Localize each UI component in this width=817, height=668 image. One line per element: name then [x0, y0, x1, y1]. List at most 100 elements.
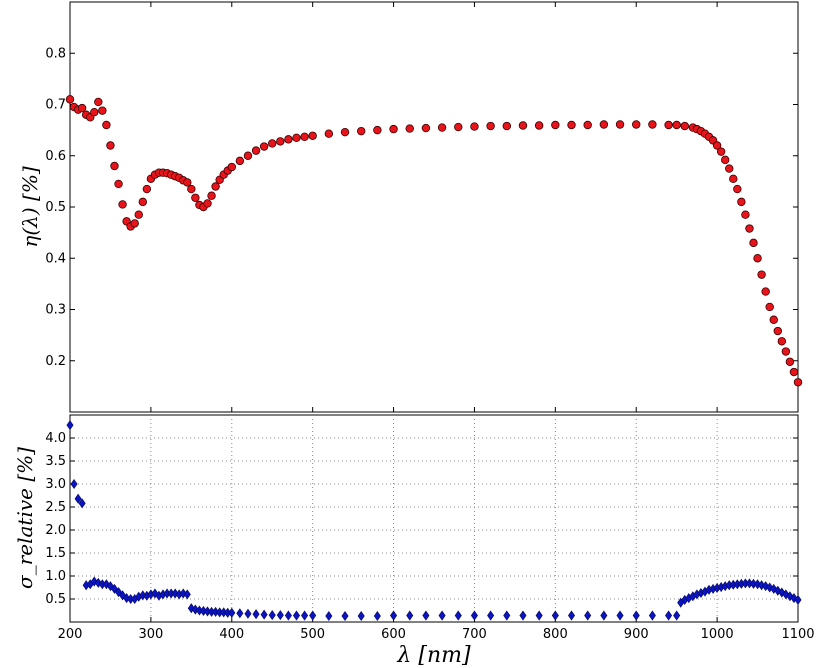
sigma-y-tick-label: 1.0	[45, 569, 66, 584]
efficiency-point	[235, 156, 245, 166]
efficiency-point	[227, 162, 236, 172]
sigma-points	[66, 420, 802, 622]
efficiency-point	[765, 302, 774, 312]
sigma-point	[487, 610, 495, 621]
efficiency-panel: 0.2 0.3 0.4 0.5 0.6 0.7 0.8 η(λ) [%]	[18, 1, 803, 413]
sigma-point	[171, 588, 179, 599]
sigma-y-axis-label: σ_relative [%]	[13, 447, 37, 589]
efficiency-point	[134, 210, 143, 219]
efficiency-point	[130, 219, 139, 228]
sigma-point	[390, 610, 398, 621]
efficiency-point	[793, 378, 803, 387]
sigma-y-tick-label: 2.0	[45, 523, 66, 538]
efficiency-point	[142, 184, 152, 194]
efficiency-plot-frame	[69, 1, 799, 413]
x-tick-label: 400	[219, 627, 244, 642]
efficiency-y-tick-label: 0.7	[45, 98, 66, 113]
sigma-point	[535, 610, 543, 621]
sigma-point	[373, 610, 381, 622]
sigma-point	[551, 610, 559, 621]
efficiency-point	[90, 107, 99, 117]
sigma-point	[183, 589, 191, 600]
efficiency-point	[300, 132, 309, 141]
sigma-point	[301, 610, 309, 621]
sigma-point	[406, 610, 414, 621]
sigma-point	[794, 594, 802, 605]
sigma-y-tick-label: 2.5	[45, 500, 66, 515]
efficiency-point	[308, 131, 317, 140]
efficiency-point	[470, 122, 479, 131]
x-tick-label: 1100	[781, 627, 814, 642]
efficiency-point	[284, 135, 293, 144]
sigma-point	[228, 607, 236, 618]
efficiency-y-tick-label: 0.4	[45, 251, 66, 266]
efficiency-point	[781, 347, 791, 356]
efficiency-point	[773, 326, 782, 336]
efficiency-point	[712, 141, 722, 150]
sigma-point	[70, 478, 78, 490]
efficiency-point	[405, 124, 414, 133]
efficiency-point	[203, 199, 212, 208]
sigma-grid	[70, 415, 798, 622]
sigma-point	[648, 610, 656, 621]
sigma-point	[66, 420, 74, 431]
sigma-point	[268, 610, 276, 621]
efficiency-point	[65, 95, 75, 104]
efficiency-point	[551, 120, 560, 130]
efficiency-point	[77, 103, 87, 113]
sigma-point	[119, 590, 127, 601]
sigma-y-tick-label: 0.5	[45, 592, 66, 607]
sigma-y-tick-label: 1.5	[45, 546, 66, 561]
efficiency-point	[292, 133, 301, 143]
efficiency-point	[251, 146, 261, 155]
efficiency-point	[276, 137, 285, 146]
efficiency-point	[777, 337, 787, 346]
efficiency-point	[716, 147, 726, 156]
sigma-point	[292, 610, 301, 621]
efficiency-point	[268, 139, 277, 148]
efficiency-ticks: 0.2 0.3 0.4 0.5 0.6 0.7 0.8	[45, 2, 799, 412]
efficiency-y-axis-label: η(λ) [%]	[18, 166, 42, 247]
sigma-point	[616, 610, 624, 621]
x-tick-label: 1000	[701, 627, 734, 642]
efficiency-point	[789, 367, 799, 377]
sigma-point	[438, 610, 446, 621]
efficiency-point	[733, 184, 742, 194]
x-tick-label: 200	[58, 627, 83, 642]
sigma-point	[284, 610, 292, 621]
efficiency-point	[114, 179, 123, 189]
efficiency-point	[632, 120, 641, 129]
sigma-point	[632, 610, 640, 621]
efficiency-point	[421, 123, 431, 133]
x-tick-label: 300	[138, 627, 163, 642]
efficiency-point	[454, 122, 463, 132]
efficiency-y-tick-label: 0.5	[45, 200, 66, 215]
sigma-y-tick-label: 3.0	[45, 477, 66, 492]
x-tick-label: 700	[462, 627, 487, 642]
efficiency-point	[118, 200, 127, 209]
sigma-point	[567, 610, 576, 621]
efficiency-point	[785, 357, 795, 366]
sigma-point	[252, 609, 260, 620]
sigma-point	[244, 608, 252, 619]
efficiency-point	[187, 184, 196, 194]
sigma-point	[260, 609, 268, 620]
x-tick-label: 500	[300, 627, 325, 642]
sigma-point	[115, 587, 123, 598]
efficiency-point	[721, 155, 730, 165]
sigma-point	[584, 610, 592, 621]
efficiency-point	[534, 121, 544, 130]
sigma-point	[78, 498, 86, 509]
efficiency-point	[98, 106, 107, 115]
sigma-point	[357, 610, 365, 622]
efficiency-point	[259, 142, 269, 151]
efficiency-point	[664, 120, 673, 130]
efficiency-point	[138, 197, 147, 207]
efficiency-point	[106, 141, 115, 150]
efficiency-point	[725, 164, 734, 173]
sigma-point	[276, 610, 284, 621]
efficiency-point	[94, 97, 103, 107]
sigma-point	[74, 493, 82, 504]
efficiency-point	[183, 178, 192, 187]
